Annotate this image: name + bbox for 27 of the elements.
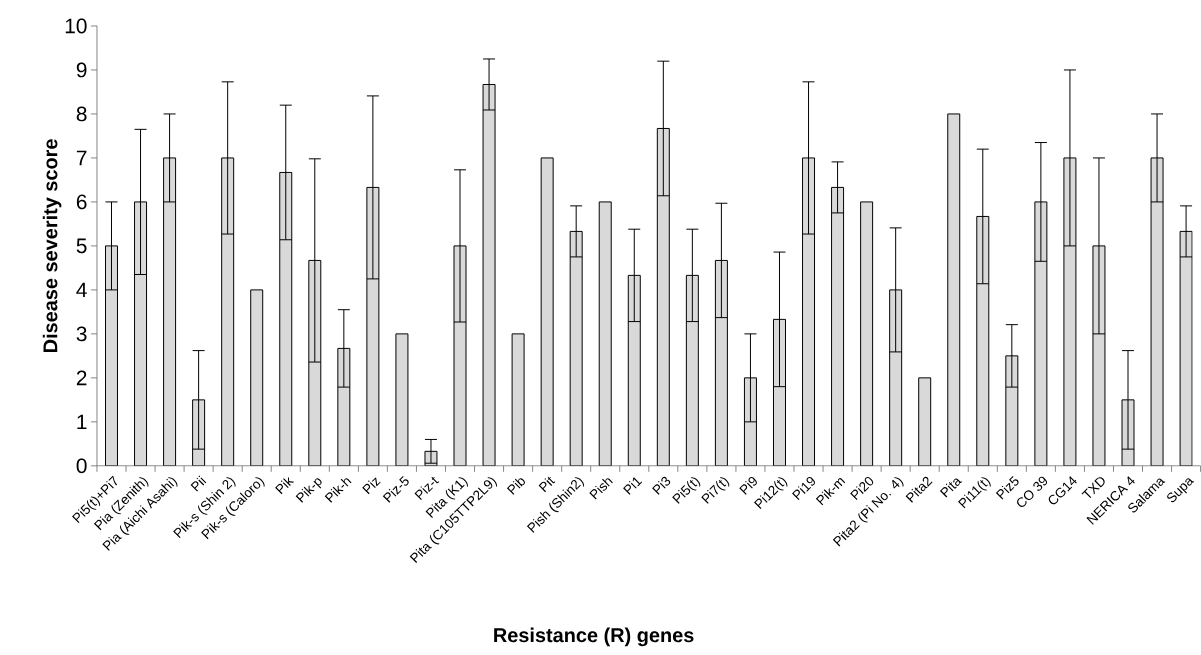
x-tick-label: Pib [506,478,525,495]
y-tick-label: 1 [77,414,87,430]
y-tick-label: 8 [76,106,87,122]
y-tick-label: 3 [76,326,87,342]
x-tick-label: Pish [589,478,613,500]
bar [540,157,554,466]
y-tick-label: 4 [76,282,87,298]
x-tick-label: Pi1 [623,477,643,495]
bar [947,113,961,466]
bar [250,289,264,466]
bar [395,333,409,466]
y-tick-label: 5 [76,238,87,254]
y-tick-label: 2 [76,370,87,386]
x-tick-label: Pik [275,477,295,495]
x-tick-label: Piz [362,477,381,495]
x-axis-title: Resistance (R) genes [494,627,694,647]
y-axis-title: Disease severity score [42,139,62,353]
y-tick-label: 6 [76,194,87,210]
x-tick-label: Pi3 [652,476,671,495]
bar [860,201,874,466]
y-tick-label: 9 [76,62,87,78]
bar [511,333,525,466]
y-tick-label: 7 [76,150,87,166]
y-tick-label: 10 [65,18,87,34]
y-tick-label: 0 [76,458,87,474]
bar [918,377,932,466]
bar [598,201,612,466]
